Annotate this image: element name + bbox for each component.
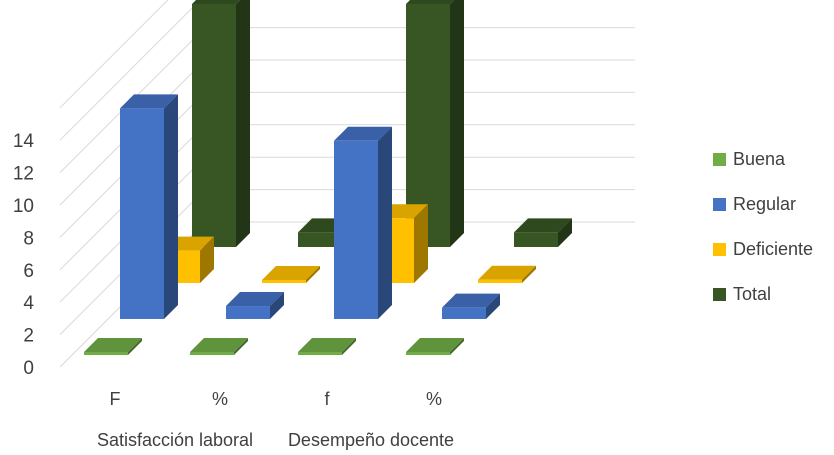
bar-top — [514, 218, 572, 233]
bar-front — [514, 232, 558, 247]
legend-label: Total — [733, 284, 771, 304]
bar-side — [558, 218, 572, 247]
bar-front — [334, 140, 378, 319]
bar-deficiente-1 — [262, 266, 320, 283]
bar-regular-1 — [226, 292, 284, 319]
bar-top — [84, 338, 142, 352]
legend-label: Buena — [733, 149, 786, 169]
bar-side — [450, 338, 464, 355]
bar-total-0 — [192, 0, 250, 247]
bar-top — [226, 292, 284, 307]
x-tick-label: f — [324, 389, 330, 409]
gridline-side — [59, 0, 201, 141]
y-tick-label: 14 — [13, 131, 35, 152]
bar-side — [306, 266, 320, 283]
y-tick-label: 4 — [23, 293, 34, 314]
bar-buena-3 — [406, 338, 464, 355]
bar-front — [120, 108, 164, 320]
bar-front — [298, 232, 342, 247]
bar-front — [192, 4, 236, 247]
bar-top — [406, 0, 454, 4]
bar-top — [298, 338, 356, 352]
bar-side — [270, 292, 284, 319]
bar-top — [192, 0, 240, 4]
bar-side — [200, 236, 214, 283]
x-tick-label: F — [110, 389, 121, 409]
gridline-side — [59, 0, 169, 109]
bar-front — [84, 352, 128, 355]
y-tick-label: 6 — [23, 261, 34, 282]
bar-side — [236, 0, 250, 247]
bar-side — [450, 0, 464, 247]
bar-top — [478, 265, 536, 280]
bar-side — [522, 265, 536, 283]
legend-label: Deficiente — [733, 239, 813, 259]
x-axis: F% f% — [110, 389, 443, 409]
bar-top — [190, 338, 248, 352]
bar-total-3 — [514, 218, 572, 247]
x-tick-label: % — [426, 389, 442, 409]
y-tick-label: 12 — [13, 164, 34, 185]
bar-side — [486, 293, 500, 319]
legend-label: Regular — [733, 194, 796, 214]
group-label: Desempeño docente — [288, 430, 454, 450]
bar-deficiente-3 — [478, 265, 536, 283]
bar-buena-0 — [84, 338, 142, 355]
y-tick-label: 0 — [23, 358, 34, 379]
bar-side — [234, 338, 248, 355]
bar-front — [478, 279, 522, 283]
y-axis: 0 2 4 6 8 10 12 14 — [13, 131, 35, 379]
legend-swatch — [713, 288, 726, 301]
group-labels: Satisfacción laboral Desempeño docente — [97, 430, 454, 450]
legend-swatch — [713, 243, 726, 256]
bar-front — [442, 307, 486, 319]
y-tick-label: 8 — [23, 228, 34, 249]
bar-buena-1 — [190, 338, 248, 355]
bar-side — [414, 204, 428, 283]
legend-swatch — [713, 198, 726, 211]
bar-regular-2 — [334, 126, 392, 319]
bar-side — [128, 338, 142, 355]
bar-top — [262, 266, 320, 280]
y-tick-label: 2 — [23, 326, 34, 347]
bar-front — [406, 352, 450, 355]
bar-side — [378, 126, 392, 319]
bar-front — [226, 306, 270, 319]
bar-top — [334, 126, 392, 141]
bar-regular-3 — [442, 293, 500, 319]
legend: Buena Regular Deficiente Total — [713, 149, 813, 304]
legend-swatch — [713, 153, 726, 166]
y-tick-label: 10 — [13, 196, 34, 217]
group-label: Satisfacción laboral — [97, 430, 253, 450]
bar-buena-2 — [298, 338, 356, 355]
x-tick-label: % — [212, 389, 228, 409]
bar-front — [262, 280, 306, 283]
bar-side — [342, 338, 356, 355]
bar-top — [120, 94, 178, 109]
bar-regular-0 — [120, 94, 178, 320]
bar-top — [406, 338, 464, 352]
bar-top — [442, 293, 500, 308]
bar-front — [298, 352, 342, 355]
bar-front — [190, 352, 234, 355]
bars — [84, 0, 572, 355]
bar-side — [164, 94, 178, 320]
